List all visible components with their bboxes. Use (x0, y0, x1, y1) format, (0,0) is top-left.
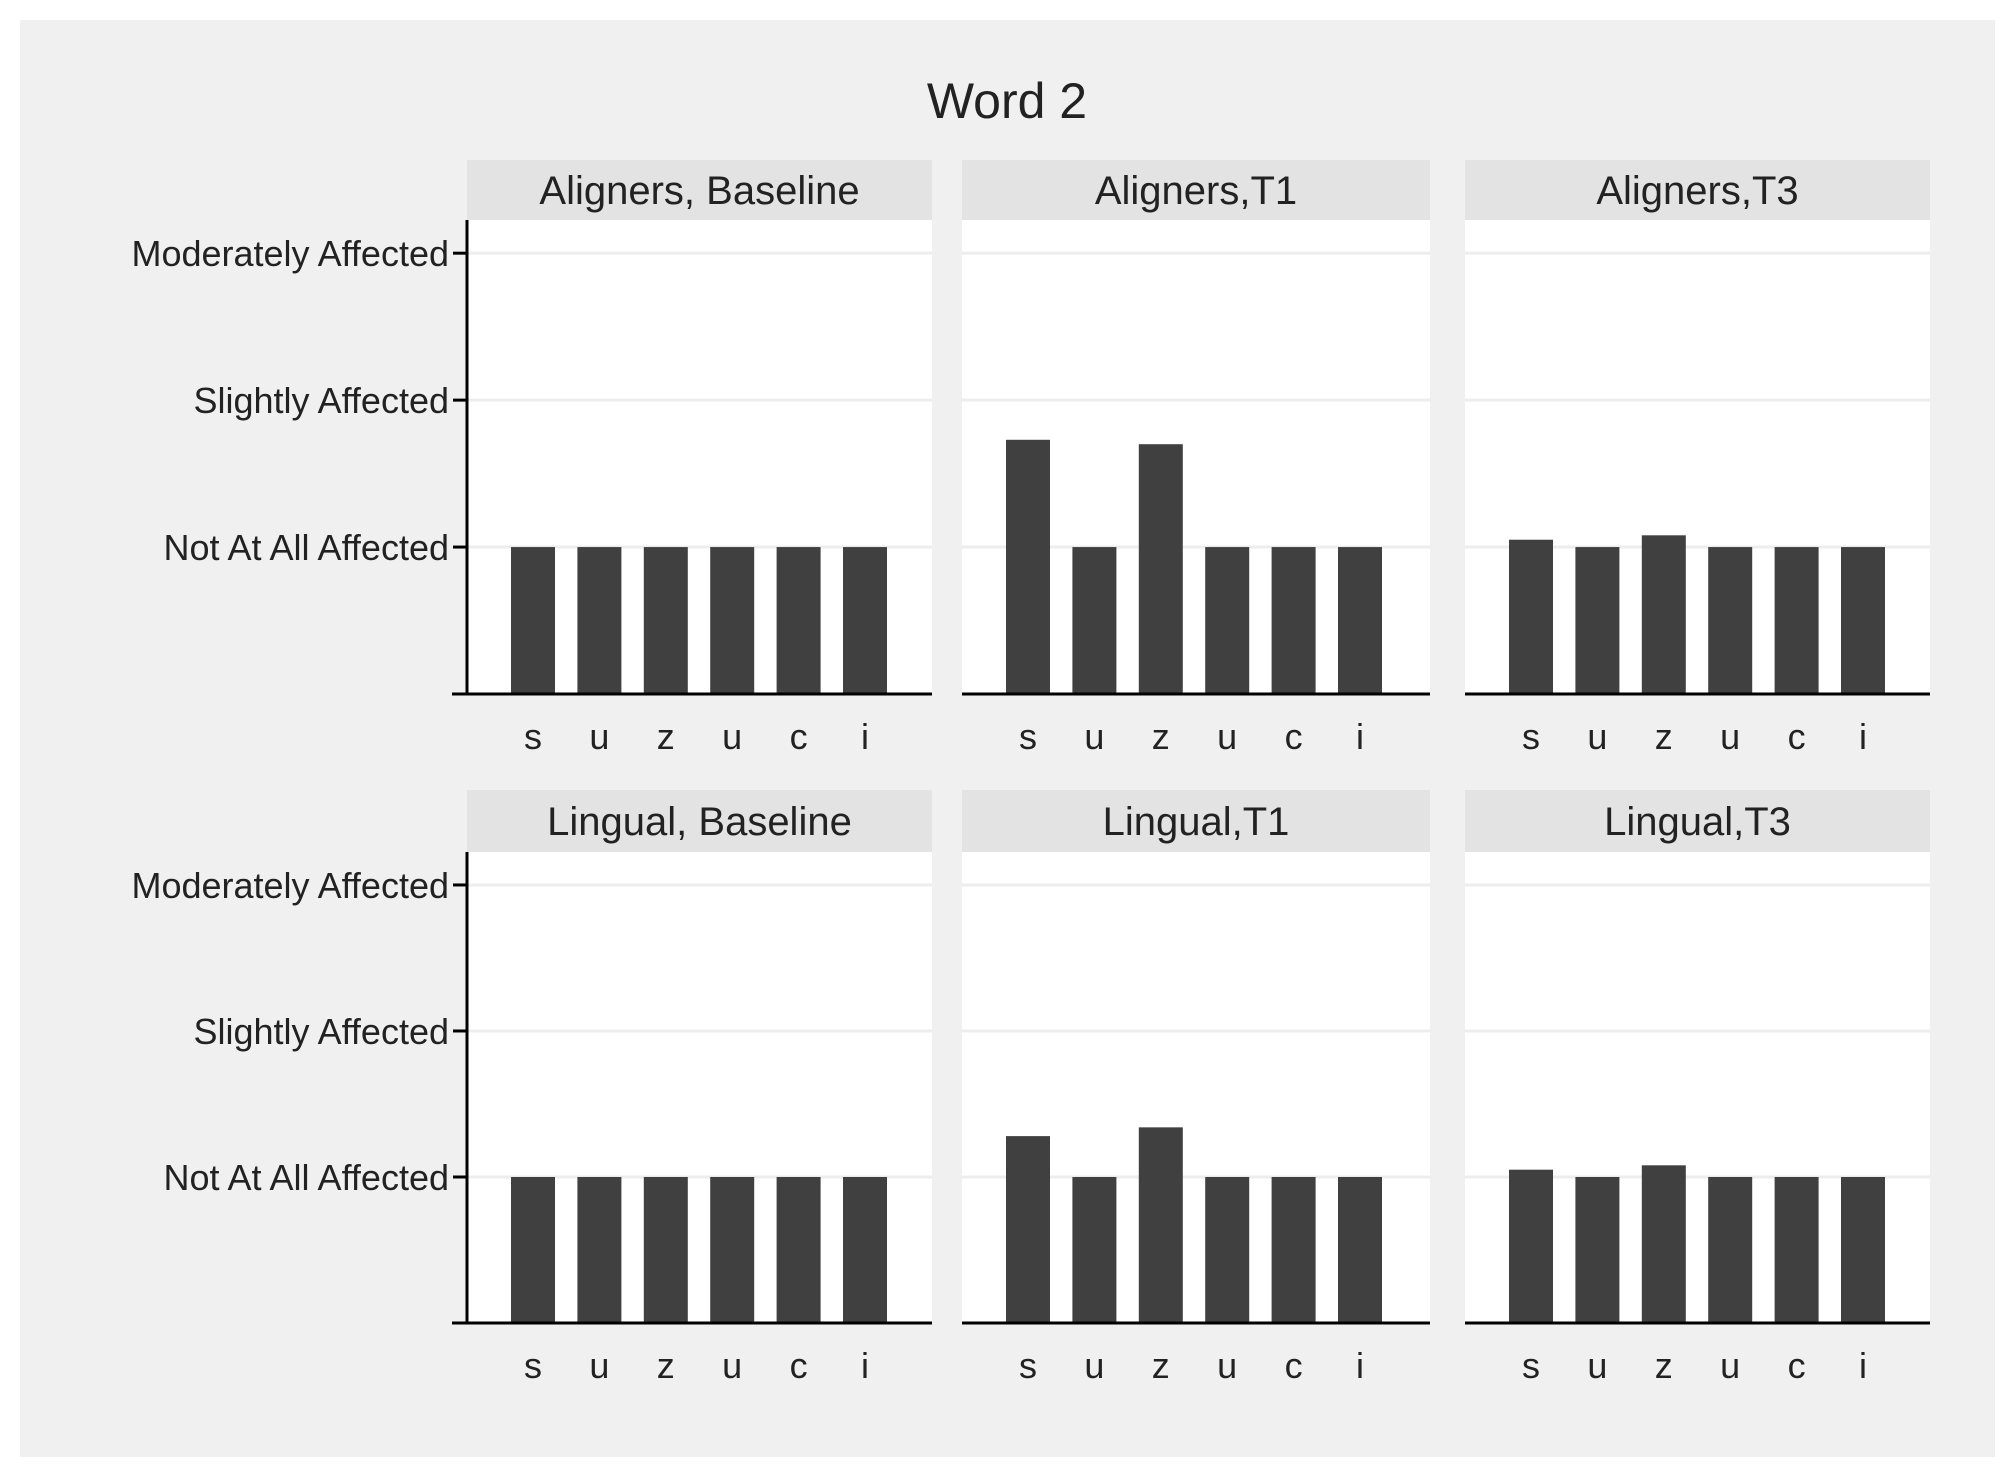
x-tick-label: i (1859, 716, 1867, 757)
y-tick-label: Moderately Affected (131, 865, 449, 906)
bar-s (1509, 539, 1553, 694)
panel-strip (962, 790, 1430, 852)
bar-u (577, 547, 622, 694)
x-tick-label: c (1788, 1345, 1806, 1386)
x-tick-label: u (589, 1345, 609, 1386)
y-tick-label: Moderately Affected (131, 233, 449, 274)
bar-u (1708, 547, 1753, 694)
panel-strip (467, 160, 932, 220)
y-tick-label: Not At All Affected (163, 527, 449, 568)
x-tick-label: u (1587, 1345, 1607, 1386)
x-tick-label: c (1285, 1345, 1303, 1386)
x-tick-label: z (1152, 1345, 1170, 1386)
x-tick-label: u (1720, 716, 1740, 757)
panel-title: Lingual,T1 (1103, 800, 1290, 844)
bar-u (577, 1176, 622, 1323)
x-tick-label: s (1019, 716, 1037, 757)
x-tick-label: c (1285, 716, 1303, 757)
chart-title: Word 2 (927, 73, 1087, 129)
panel-title: Aligners, Baseline (539, 169, 859, 213)
panel-title: Aligners,T3 (1596, 169, 1798, 213)
panel-strip (467, 790, 932, 852)
bar-u (1575, 1176, 1620, 1323)
bar-u (1072, 547, 1117, 694)
bar-z (1641, 535, 1686, 694)
bar-i (1841, 1176, 1885, 1323)
bar-c (776, 1176, 821, 1323)
y-tick-label: Slightly Affected (194, 380, 450, 421)
bar-u (710, 547, 755, 694)
x-tick-label: u (722, 716, 742, 757)
x-tick-label: s (1019, 1345, 1037, 1386)
bar-z (1138, 1127, 1183, 1323)
bar-i (843, 1176, 887, 1323)
x-tick-label: u (722, 1345, 742, 1386)
bar-u (1205, 1176, 1250, 1323)
y-tick-label: Not At All Affected (163, 1157, 449, 1198)
bar-z (643, 1176, 688, 1323)
x-tick-label: u (589, 716, 609, 757)
bar-z (1138, 444, 1183, 694)
x-tick-label: s (524, 1345, 542, 1386)
bar-z (643, 547, 688, 694)
x-tick-label: u (1217, 716, 1237, 757)
bar-u (1575, 547, 1620, 694)
x-tick-label: i (861, 716, 869, 757)
x-tick-label: z (1655, 716, 1673, 757)
bar-c (776, 547, 821, 694)
bar-i (843, 547, 887, 694)
x-tick-label: z (1655, 1345, 1673, 1386)
bar-s (1509, 1169, 1553, 1323)
bar-i (1841, 547, 1885, 694)
panel-strip (1465, 790, 1930, 852)
bar-u (1205, 547, 1250, 694)
bar-u (710, 1176, 755, 1323)
x-tick-label: u (1084, 1345, 1104, 1386)
bar-i (1338, 1176, 1382, 1323)
bar-c (1774, 547, 1819, 694)
x-tick-label: u (1084, 716, 1104, 757)
panel-strip (962, 160, 1430, 220)
x-tick-label: u (1217, 1345, 1237, 1386)
bar-c (1271, 547, 1316, 694)
x-tick-label: c (1788, 716, 1806, 757)
panel-title: Aligners,T1 (1095, 169, 1297, 213)
x-tick-label: i (1859, 1345, 1867, 1386)
x-tick-label: i (1356, 716, 1364, 757)
x-tick-label: z (1152, 716, 1170, 757)
y-tick-label: Slightly Affected (194, 1011, 450, 1052)
x-tick-label: u (1720, 1345, 1740, 1386)
bar-s (511, 547, 555, 694)
bar-u (1708, 1176, 1753, 1323)
x-tick-label: z (657, 716, 675, 757)
x-tick-label: c (790, 716, 808, 757)
panel-title: Lingual, Baseline (547, 800, 852, 844)
bar-i (1338, 547, 1382, 694)
x-tick-label: i (1356, 1345, 1364, 1386)
x-tick-label: c (790, 1345, 808, 1386)
panel-title: Lingual,T3 (1604, 800, 1791, 844)
x-tick-label: i (861, 1345, 869, 1386)
panel-strip (1465, 160, 1930, 220)
x-tick-label: s (1522, 716, 1540, 757)
bar-c (1774, 1176, 1819, 1323)
bar-s (1006, 439, 1050, 694)
bar-u (1072, 1176, 1117, 1323)
bar-s (1006, 1136, 1050, 1323)
bar-z (1641, 1165, 1686, 1323)
x-tick-label: u (1587, 716, 1607, 757)
bar-s (511, 1176, 555, 1323)
bar-c (1271, 1176, 1316, 1323)
x-tick-label: s (524, 716, 542, 757)
x-tick-label: z (657, 1345, 675, 1386)
x-tick-label: s (1522, 1345, 1540, 1386)
